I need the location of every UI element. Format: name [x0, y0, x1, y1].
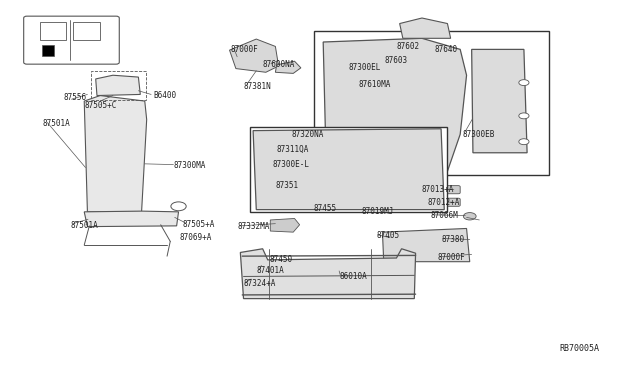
Circle shape: [463, 212, 476, 220]
FancyBboxPatch shape: [24, 16, 119, 64]
Text: 87320NA: 87320NA: [291, 130, 324, 139]
Text: 87505+A: 87505+A: [183, 220, 216, 229]
Text: 87501A: 87501A: [43, 119, 70, 128]
Polygon shape: [230, 39, 278, 72]
Text: 87401A: 87401A: [256, 266, 284, 275]
Text: 87000F: 87000F: [231, 45, 259, 54]
Text: 87311QA: 87311QA: [276, 145, 309, 154]
Text: 87019MJ: 87019MJ: [362, 207, 394, 217]
Text: 87380: 87380: [441, 235, 464, 244]
Text: 87013+A: 87013+A: [422, 185, 454, 194]
Text: B6400: B6400: [153, 91, 176, 100]
Text: 87640: 87640: [435, 45, 458, 54]
Text: 87332MA: 87332MA: [237, 222, 269, 231]
Text: 87405: 87405: [376, 231, 399, 240]
Circle shape: [401, 53, 411, 59]
Polygon shape: [84, 96, 147, 212]
Text: 87012+A: 87012+A: [427, 198, 460, 207]
Bar: [250, 127, 447, 212]
Text: 87351: 87351: [275, 182, 298, 190]
FancyBboxPatch shape: [440, 186, 460, 194]
Polygon shape: [96, 75, 140, 96]
Text: 87066M: 87066M: [430, 211, 458, 220]
Circle shape: [519, 80, 529, 86]
Text: 87450: 87450: [269, 255, 292, 264]
Polygon shape: [84, 211, 179, 227]
Polygon shape: [472, 49, 527, 153]
Text: 87501A: 87501A: [70, 221, 98, 230]
Text: 87069+A: 87069+A: [180, 233, 212, 242]
Text: 87505+C: 87505+C: [84, 101, 116, 110]
Bar: [40, 22, 67, 40]
Circle shape: [519, 113, 529, 119]
Text: 87300MA: 87300MA: [173, 161, 206, 170]
Polygon shape: [253, 129, 444, 210]
Text: 87300EB: 87300EB: [463, 130, 495, 139]
Polygon shape: [323, 38, 467, 171]
Polygon shape: [399, 18, 451, 38]
Text: 87300EL: 87300EL: [349, 63, 381, 72]
Text: 87381N: 87381N: [244, 82, 271, 91]
Polygon shape: [275, 61, 301, 73]
Text: 87610MA: 87610MA: [358, 80, 390, 89]
Text: 87455: 87455: [314, 203, 337, 213]
Polygon shape: [270, 218, 300, 232]
Text: 87556: 87556: [64, 93, 87, 102]
Text: RB70005A: RB70005A: [559, 344, 599, 353]
Bar: [42, 45, 54, 56]
Circle shape: [171, 202, 186, 211]
Text: 87300E-L: 87300E-L: [272, 160, 309, 169]
Text: 87603: 87603: [385, 56, 408, 65]
Polygon shape: [241, 249, 415, 299]
Bar: [314, 31, 549, 175]
Text: 87600NA: 87600NA: [262, 60, 295, 69]
Text: 87000F: 87000F: [438, 253, 466, 263]
Bar: [74, 22, 100, 40]
Text: 86010A: 86010A: [339, 272, 367, 281]
Circle shape: [519, 139, 529, 145]
Text: 87602: 87602: [396, 42, 420, 51]
Text: 87324+A: 87324+A: [244, 279, 276, 288]
Polygon shape: [383, 228, 470, 262]
FancyBboxPatch shape: [440, 198, 460, 206]
